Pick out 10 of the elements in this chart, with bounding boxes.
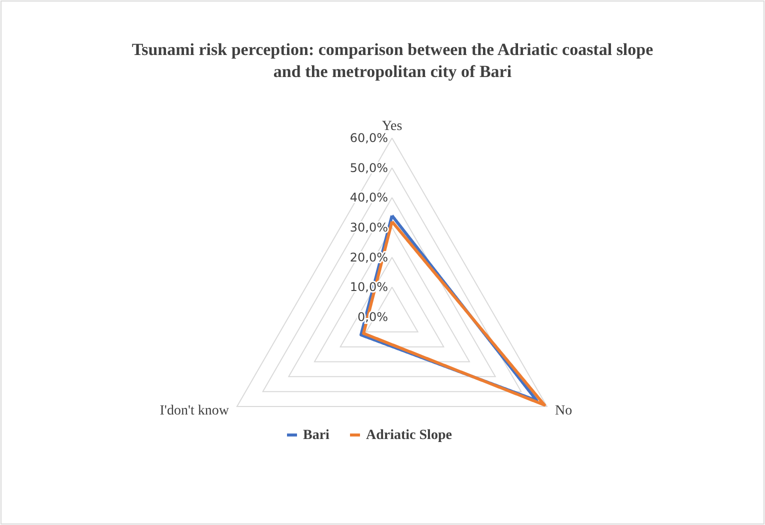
legend-label: Bari bbox=[303, 428, 330, 443]
y-tick-label: 40,0% bbox=[350, 190, 388, 205]
legend-label: Adriatic Slope bbox=[366, 428, 452, 443]
y-tick-label: 30,0% bbox=[350, 220, 388, 234]
chart-title: Tsunami risk perception: comparison between the Adriatic coastal slope and the metropolitan city of Bari bbox=[132, 40, 654, 81]
spoke-label: No bbox=[555, 404, 572, 418]
y-tick-label: 60,0% bbox=[350, 131, 388, 145]
spoke-label: Yes bbox=[382, 119, 402, 134]
y-tick-label: 50,0% bbox=[350, 160, 388, 175]
spoke-label: I'don't know bbox=[160, 404, 230, 418]
